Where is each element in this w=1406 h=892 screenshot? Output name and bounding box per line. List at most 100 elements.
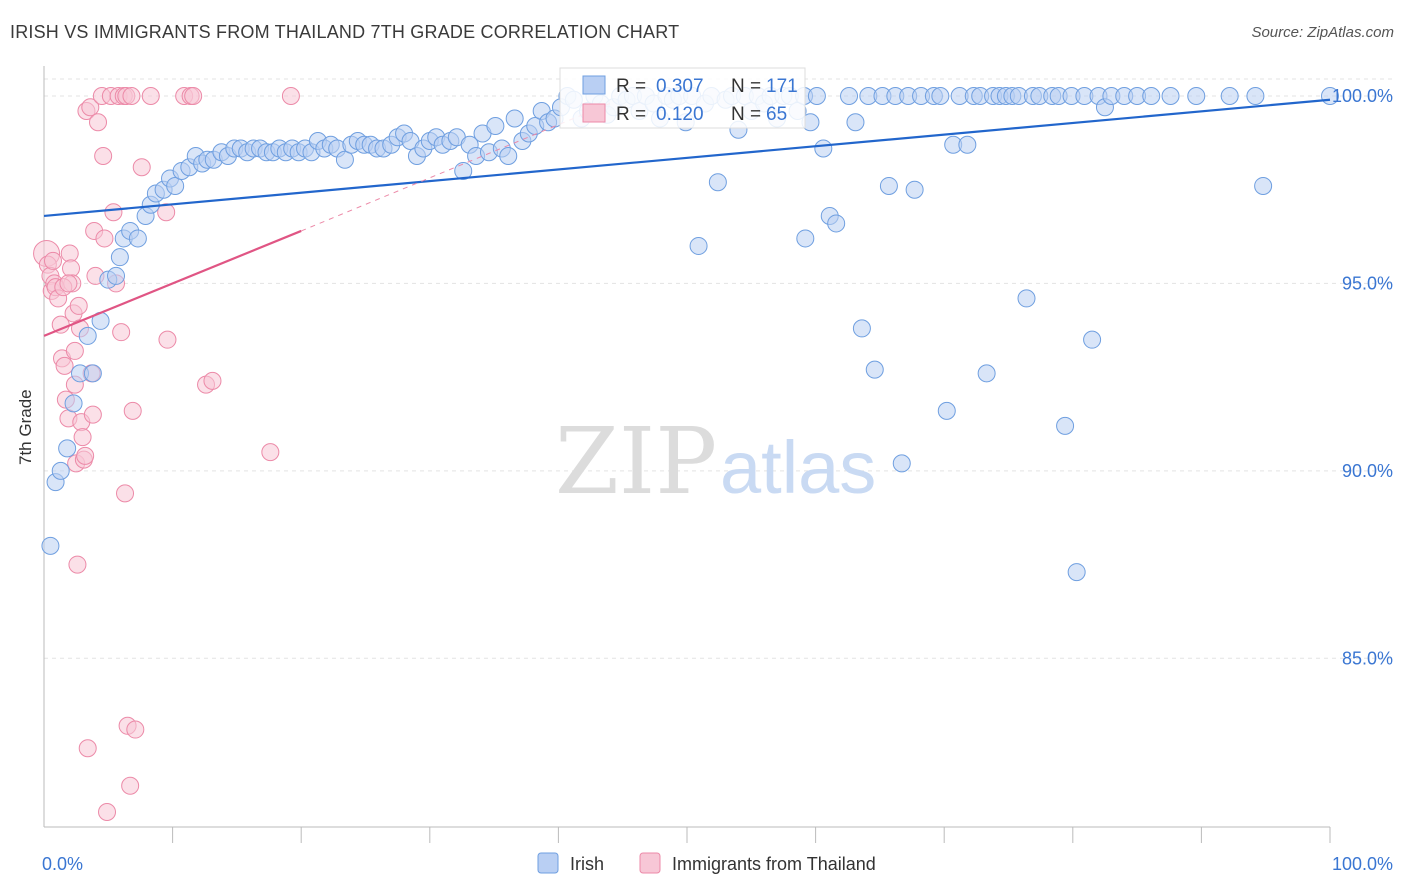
thai-point [89,113,108,132]
y-tick-label: 85.0% [1342,648,1393,668]
irish-point [58,439,77,458]
bottom-legend-thai-label: Immigrants from Thailand [672,854,876,874]
bottom-legend-irish-swatch [537,852,559,874]
watermark-atlas: atlas [720,426,876,509]
thai-point [141,86,160,105]
legend-thai-r-value: 0.120 [656,104,704,125]
gridlines [44,78,1392,659]
irish-point [1187,86,1206,105]
y-tick-label: 100.0% [1332,86,1393,106]
irish-point [64,394,83,413]
trend-lines [43,98,1331,337]
thai-point [126,720,145,739]
irish-point [486,116,505,135]
legend-thai-n-label: N = [731,104,761,125]
irish-point [1220,86,1239,105]
thai-point [122,86,141,105]
irish-point [879,176,898,195]
thai-point [60,244,79,263]
thai-point [78,739,97,758]
x-tick-label: 0.0% [42,854,83,874]
irish-point [865,360,884,379]
irish-point [505,109,524,128]
thai-point [95,229,114,248]
tick-labels: 100.0% 95.0% 90.0% 85.0% 0.0% 100.0% [42,86,1393,874]
irish-point [892,454,911,473]
irish-point [977,364,996,383]
thai-point [59,274,78,293]
irish-point [846,113,865,132]
thai-point [132,158,151,177]
thai-point [83,405,102,424]
thai-point [98,803,117,822]
thai-point [157,203,176,222]
legend-irish-r-label: R = [616,76,646,97]
watermark-zip: ZIP [555,408,717,515]
irish-point [1017,289,1036,308]
legend-thai-swatch [582,103,606,123]
thai-point [62,259,81,278]
thai-point [261,443,280,462]
irish-point [1161,86,1180,105]
irish-point [958,135,977,154]
irish-point [807,86,826,105]
thai-point [76,446,95,465]
irish-point [335,150,354,169]
thai-point [116,484,135,503]
thai-point [65,341,84,360]
thai-point [112,323,131,342]
y-tick-label: 95.0% [1342,273,1393,293]
irish-point [107,266,126,285]
legend-irish-r-value: 0.307 [656,76,704,97]
thai-point [44,251,63,270]
bottom-legend-irish-label: Irish [570,854,604,874]
irish-point [1142,86,1161,105]
legend-irish-swatch [582,75,606,95]
irish-point [840,86,859,105]
thai-point [158,330,177,349]
irish-point [905,180,924,199]
thai-point [123,401,142,420]
thai-point [68,555,87,574]
legend-irish-n-value: 171 [766,76,798,97]
irish-point [166,176,185,195]
irish-point [1083,330,1102,349]
irish-point [1056,416,1075,435]
irish-point [128,229,147,248]
irish-point [41,536,60,555]
legend-box: R = 0.307 N = 171 R = 0.120 N = 65 [559,67,806,129]
irish-point [1067,563,1086,582]
bottom-legend: Irish Immigrants from Thailand [537,852,876,874]
irish-point [51,461,70,480]
irish-point [110,248,129,267]
irish-point [827,214,846,233]
irish-point [937,401,956,420]
irish-point [78,326,97,345]
irish-point [1254,176,1273,195]
legend-thai-r-label: R = [616,104,646,125]
irish-point [83,364,102,383]
thai-point [55,356,74,375]
x-tick-label: 100.0% [1332,854,1393,874]
thai-point [81,98,100,117]
thai-point [104,203,123,222]
irish-trend-line [43,98,1331,218]
irish-point [1246,86,1265,105]
irish-point [931,86,950,105]
bottom-legend-thai-swatch [639,852,661,874]
thai-point [184,86,203,105]
irish-point [499,146,518,165]
thai-point [281,86,300,105]
source-label: Source: ZipAtlas.com [1251,24,1394,41]
irish-point [814,139,833,158]
irish-point [708,173,727,192]
chart-title: IRISH VS IMMIGRANTS FROM THAILAND 7TH GR… [10,22,680,42]
irish-point [454,161,473,180]
thai-point [73,428,92,447]
irish-point [689,236,708,255]
thai-point [69,296,88,315]
legend-irish-n-label: N = [731,76,761,97]
irish-point [796,229,815,248]
thai-point [94,146,113,165]
